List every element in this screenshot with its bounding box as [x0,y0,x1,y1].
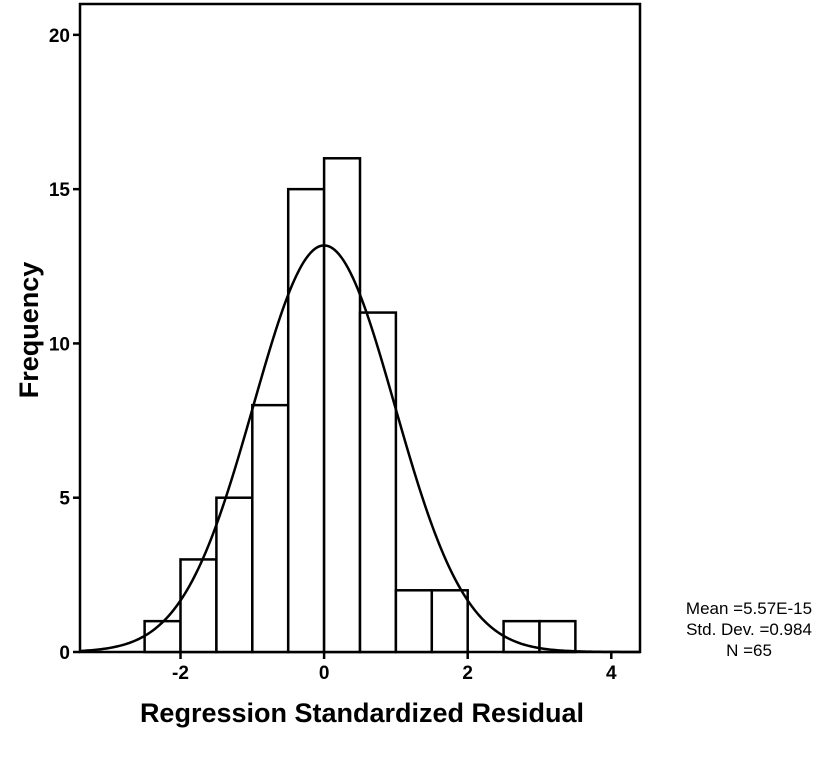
y-tick-label-1: 5 [59,489,70,510]
x-tick-label-1: 0 [319,663,330,684]
histogram-bar-7 [394,589,434,654]
histogram-bar-4 [286,187,326,654]
histogram-bar-3 [251,403,290,654]
histogram-bar-2 [215,496,254,654]
y-tick-label-0: 0 [59,643,70,664]
statistics-box: Mean =5.57E-15 Std. Dev. =0.984 N =65 [664,598,834,661]
stat-std-dev: Std. Dev. =0.984 [686,620,812,639]
x-axis-title: Regression Standardized Residual [140,698,584,728]
x-tick-label-3: 4 [606,663,617,684]
stat-mean: Mean =5.57E-15 [685,599,813,618]
histogram-bar-6 [358,311,398,654]
y-axis-title: Frequency [14,262,44,399]
x-tick-label-0: -2 [172,663,189,684]
histogram-bar-11 [538,619,577,654]
normal-curve [79,244,640,654]
histogram-bar-1 [179,558,218,654]
histogram-bar-8 [430,589,469,654]
histogram-bar-0 [143,619,182,654]
y-tick-label-3: 15 [49,180,71,201]
stat-n: N =65 [726,641,772,660]
histogram-bar-5 [322,157,362,654]
y-tick-label-4: 20 [49,26,70,47]
x-tick-label-2: 2 [462,663,473,684]
y-tick-label-2: 10 [49,334,70,355]
